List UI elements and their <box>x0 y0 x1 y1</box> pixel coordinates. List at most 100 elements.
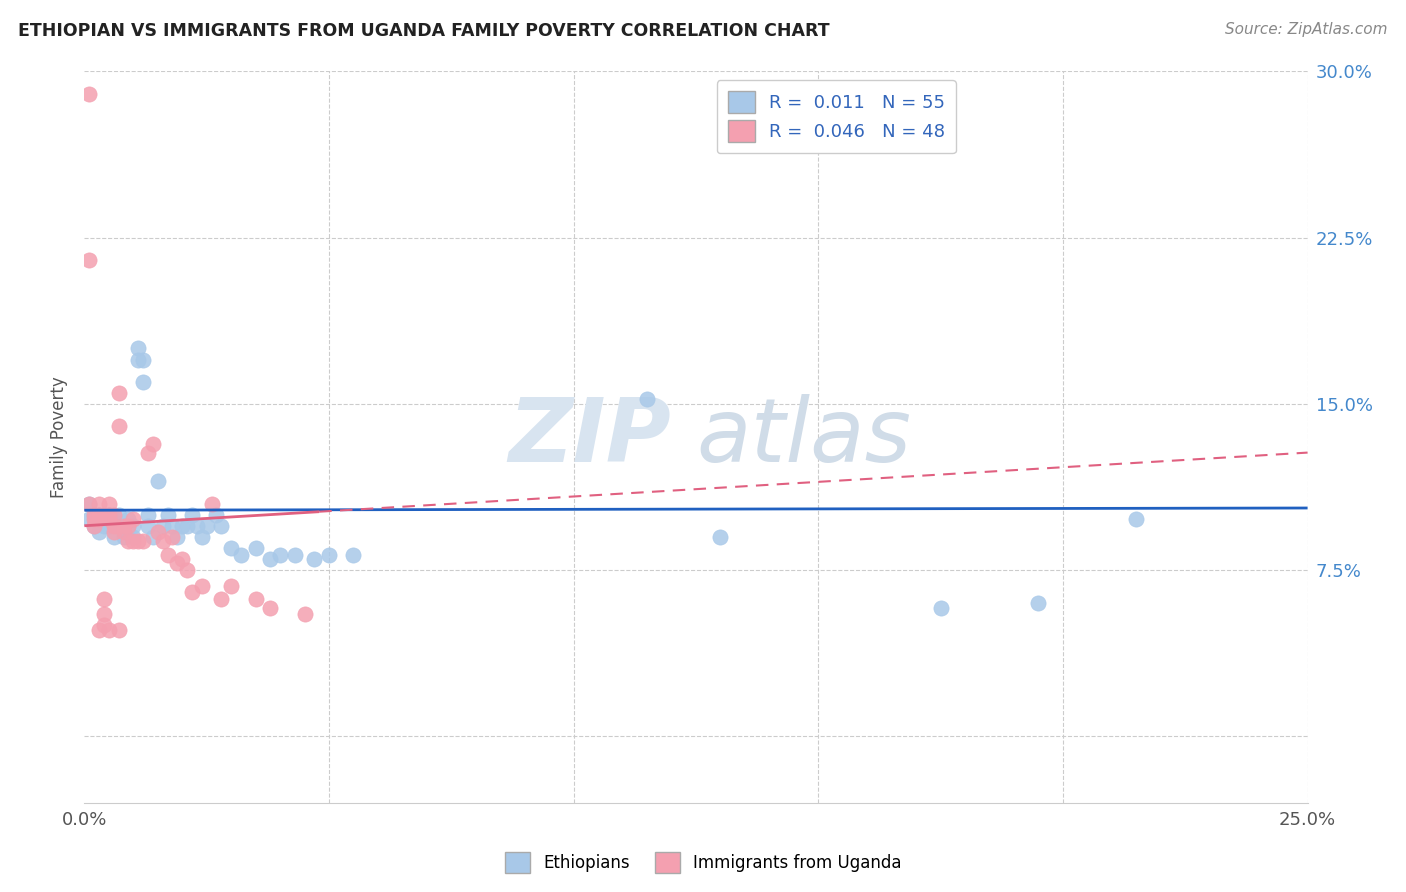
Point <box>200 497 222 511</box>
Point <box>87 508 110 522</box>
Point <box>186 518 208 533</box>
Point <box>259 600 281 615</box>
Point <box>83 508 105 522</box>
Point <box>122 512 145 526</box>
Point <box>103 512 125 526</box>
Point <box>77 252 100 267</box>
Point <box>181 585 204 599</box>
Point <box>112 525 135 540</box>
Text: ETHIOPIAN VS IMMIGRANTS FROM UGANDA FAMILY POVERTY CORRELATION CHART: ETHIOPIAN VS IMMIGRANTS FROM UGANDA FAMI… <box>18 22 830 40</box>
Point <box>245 541 267 555</box>
Point <box>172 552 194 566</box>
Point <box>112 530 135 544</box>
Point <box>181 508 204 522</box>
Point <box>259 552 281 566</box>
Point <box>127 342 149 356</box>
Point <box>93 512 115 526</box>
Point <box>103 525 125 540</box>
Point <box>136 445 159 459</box>
Point <box>107 419 129 434</box>
Point <box>152 534 174 549</box>
Point <box>127 534 149 549</box>
Point <box>142 436 165 450</box>
Point <box>229 548 252 562</box>
Point <box>117 525 139 540</box>
Point <box>117 534 139 549</box>
Point <box>146 475 169 489</box>
Point <box>219 541 242 555</box>
Point <box>318 548 340 562</box>
Point <box>107 508 129 522</box>
Point <box>87 623 110 637</box>
Point <box>132 534 155 549</box>
Point <box>93 618 115 632</box>
Point <box>93 518 115 533</box>
Point <box>176 563 198 577</box>
Point <box>219 578 242 592</box>
Point <box>142 530 165 544</box>
Point <box>122 530 145 544</box>
Point <box>132 352 155 367</box>
Point <box>103 530 125 544</box>
Point <box>172 518 194 533</box>
Point <box>636 392 658 407</box>
Point <box>97 518 120 533</box>
Point <box>97 623 120 637</box>
Point <box>122 534 145 549</box>
Point <box>122 518 145 533</box>
Point <box>136 508 159 522</box>
Point <box>77 512 100 526</box>
Point <box>162 518 184 533</box>
Text: ZIP: ZIP <box>509 393 672 481</box>
Point <box>166 530 188 544</box>
Point <box>107 518 129 533</box>
Point <box>245 591 267 606</box>
Point <box>176 518 198 533</box>
Point <box>929 600 952 615</box>
Point <box>107 623 129 637</box>
Point <box>112 518 135 533</box>
Point <box>284 548 307 562</box>
Point <box>97 508 120 522</box>
Point <box>205 508 228 522</box>
Point <box>77 87 100 101</box>
Point <box>103 518 125 533</box>
Point <box>117 512 139 526</box>
Y-axis label: Family Poverty: Family Poverty <box>51 376 69 498</box>
Point <box>97 512 120 526</box>
Point <box>166 557 188 571</box>
Point <box>87 508 110 522</box>
Point <box>107 385 129 400</box>
Point <box>195 518 218 533</box>
Point <box>83 518 105 533</box>
Point <box>77 497 100 511</box>
Point <box>93 591 115 606</box>
Point <box>1125 512 1147 526</box>
Point <box>117 518 139 533</box>
Point <box>1028 596 1050 610</box>
Text: Source: ZipAtlas.com: Source: ZipAtlas.com <box>1225 22 1388 37</box>
Point <box>191 578 214 592</box>
Point <box>152 518 174 533</box>
Point <box>77 497 100 511</box>
Point <box>191 530 214 544</box>
Point <box>146 525 169 540</box>
Point <box>156 508 179 522</box>
Point <box>709 530 731 544</box>
Point <box>132 375 155 389</box>
Point <box>209 518 232 533</box>
Point <box>87 512 110 526</box>
Point <box>294 607 316 622</box>
Point <box>83 508 105 522</box>
Point <box>83 518 105 533</box>
Point <box>87 497 110 511</box>
Point <box>103 508 125 522</box>
Point <box>269 548 291 562</box>
Point <box>83 512 105 526</box>
Point <box>304 552 326 566</box>
Point <box>97 497 120 511</box>
Point <box>136 518 159 533</box>
Point <box>156 548 179 562</box>
Text: atlas: atlas <box>696 394 911 480</box>
Point <box>209 591 232 606</box>
